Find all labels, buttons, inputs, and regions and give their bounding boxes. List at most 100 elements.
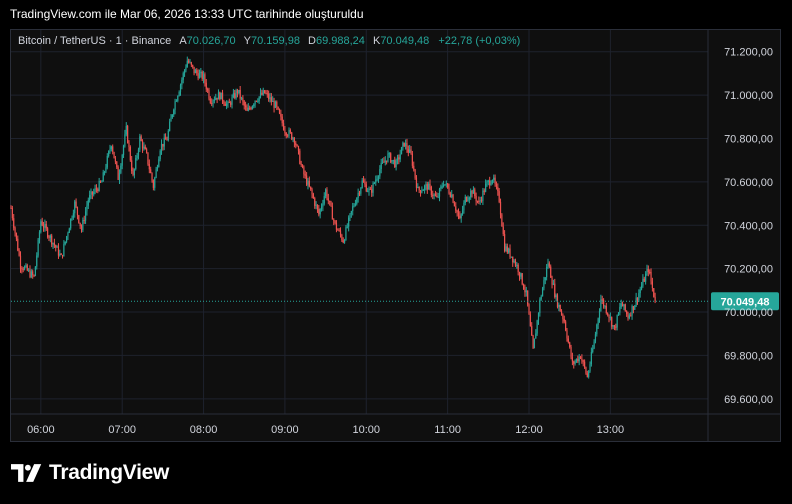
symbol-legend: Bitcoin / TetherUS · 1 · Binance A70.026… bbox=[18, 35, 520, 47]
candle-body bbox=[383, 161, 385, 163]
candle-body bbox=[220, 92, 222, 100]
candle-body bbox=[178, 91, 180, 97]
candle-body bbox=[200, 71, 202, 74]
candle-body bbox=[547, 263, 549, 268]
candle-body bbox=[395, 160, 397, 167]
candle-body bbox=[558, 304, 560, 307]
candle-body bbox=[346, 226, 348, 228]
candle-body bbox=[411, 153, 413, 166]
candle-body bbox=[291, 132, 293, 140]
candle-body bbox=[75, 201, 77, 207]
candle-body bbox=[182, 73, 184, 80]
candle-body bbox=[70, 218, 72, 229]
candle-body bbox=[193, 66, 195, 74]
candle-body bbox=[364, 182, 366, 185]
candle-body bbox=[79, 222, 81, 227]
candle-body bbox=[316, 204, 319, 209]
candle-body bbox=[360, 187, 362, 194]
candle-body bbox=[144, 146, 146, 150]
candle-body bbox=[232, 93, 234, 98]
candle-body bbox=[129, 146, 131, 161]
candle-body bbox=[289, 130, 291, 133]
candle-body bbox=[627, 313, 629, 319]
candle-body bbox=[36, 255, 38, 267]
candle-body bbox=[34, 266, 37, 276]
candle-body bbox=[423, 185, 426, 190]
candle-body bbox=[315, 204, 317, 206]
candle-body bbox=[357, 192, 359, 199]
candle-body bbox=[350, 211, 352, 214]
candle-body bbox=[354, 203, 357, 206]
candle-body bbox=[356, 198, 358, 204]
candle-body bbox=[470, 190, 472, 198]
candle-body bbox=[376, 178, 378, 180]
candle-body bbox=[28, 269, 30, 271]
candle-body bbox=[619, 306, 621, 313]
time-tick-label: 11:00 bbox=[434, 424, 461, 436]
candle-body bbox=[19, 255, 22, 269]
candle-body bbox=[508, 248, 510, 253]
candle-body bbox=[277, 106, 279, 110]
candle-body bbox=[594, 334, 597, 342]
candle-body bbox=[529, 314, 531, 327]
time-tick-label: 13:00 bbox=[597, 424, 625, 436]
brand[interactable]: TradingView bbox=[11, 461, 169, 485]
candle-body bbox=[640, 285, 643, 290]
candle-body bbox=[479, 200, 481, 202]
tradingview-logo-icon bbox=[11, 464, 42, 482]
candle-body bbox=[56, 246, 58, 248]
candle-body bbox=[155, 169, 157, 178]
candle-body bbox=[447, 183, 449, 188]
candle-body bbox=[441, 186, 443, 188]
candle-body bbox=[65, 236, 68, 242]
candle-body bbox=[159, 150, 161, 160]
candle-body bbox=[428, 183, 430, 190]
candle-body bbox=[124, 134, 126, 146]
candle-body bbox=[93, 191, 95, 195]
candle-body bbox=[510, 256, 512, 258]
candle-body bbox=[432, 194, 434, 196]
symbol-name: Bitcoin / TetherUS · 1 · Binance bbox=[18, 35, 172, 47]
candle-body bbox=[449, 193, 451, 197]
candle-body bbox=[505, 246, 507, 252]
candle-body bbox=[192, 64, 194, 67]
candle-body bbox=[114, 158, 117, 162]
candle-body bbox=[512, 256, 514, 263]
candle-body bbox=[258, 96, 260, 102]
candle-body bbox=[270, 97, 272, 102]
candle-body bbox=[94, 188, 96, 192]
candle-body bbox=[361, 180, 363, 188]
candle-body bbox=[429, 183, 431, 187]
time-tick-label: 06:00 bbox=[27, 424, 55, 436]
price-tick-label: 69.600,00 bbox=[724, 394, 773, 406]
candle-body bbox=[189, 62, 191, 64]
candle-body bbox=[274, 101, 277, 108]
candle-body bbox=[628, 315, 630, 319]
candle-body bbox=[208, 89, 210, 99]
candle-body bbox=[651, 281, 654, 289]
candle-body bbox=[53, 242, 55, 246]
candle-body bbox=[574, 361, 576, 364]
candle-body bbox=[516, 264, 518, 266]
candle-body bbox=[348, 217, 350, 227]
candles bbox=[10, 56, 656, 379]
candle-body bbox=[436, 195, 438, 197]
candle-body bbox=[482, 190, 484, 201]
chart-caption: TradingView.com ile Mar 06, 2026 13:33 U… bbox=[10, 7, 364, 21]
last-price-line: 70.049,48 bbox=[11, 292, 779, 311]
candle-body bbox=[578, 356, 580, 362]
candle-body bbox=[410, 149, 412, 154]
time-tick-label: 12:00 bbox=[515, 424, 543, 436]
candle-body bbox=[311, 189, 313, 195]
candle-body bbox=[551, 277, 553, 285]
candle-body bbox=[537, 313, 540, 321]
candle-body bbox=[566, 330, 568, 339]
candle-body bbox=[120, 165, 122, 173]
candle-body bbox=[272, 100, 274, 102]
candle-body bbox=[174, 101, 176, 110]
candle-body bbox=[84, 211, 87, 221]
chart-frame[interactable] bbox=[10, 29, 781, 442]
candle-body bbox=[367, 191, 369, 193]
candle-body bbox=[414, 169, 416, 178]
